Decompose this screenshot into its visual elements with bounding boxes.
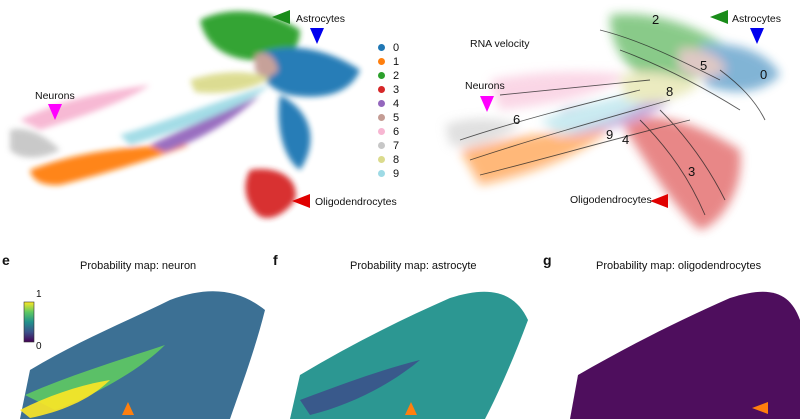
astrocytes-marker-a [272,10,290,24]
neurons-marker-b [480,96,494,112]
probability-map-oligodendrocytes [570,291,800,419]
label-astrocytes-b: Astrocytes [732,13,782,25]
cluster-0-region [255,47,360,97]
label-rna-velocity: RNA velocity [470,38,530,50]
legend-dot [378,57,385,65]
legend-item: 7 [378,140,399,153]
legend-dot [378,169,385,177]
legend-item: 5 [378,112,399,125]
label-neurons-a: Neurons [35,90,75,102]
oligodendrocytes-marker-a [292,194,310,208]
label-astrocytes-a: Astrocytes [296,13,346,25]
cluster-number-8: 8 [666,84,674,99]
legend-item: 6 [378,126,399,139]
legend-dot [378,127,385,135]
legend-item: 2 [378,70,399,83]
cluster-6-region [20,85,150,130]
cluster-number-4: 4 [622,132,630,147]
colorbar [23,301,35,343]
cluster-number-3: 3 [688,164,696,179]
probability-map-astrocyte [290,291,528,419]
legend-dot [378,141,385,149]
legend-item: 4 [378,98,399,111]
legend-dot [378,99,385,107]
legend-item: 9 [378,168,399,181]
cluster-8-region [190,72,270,94]
cluster-1-region [30,145,190,186]
legend-item: 0 [378,42,399,55]
cluster-number-9: 9 [606,127,614,142]
cluster-number-6: 6 [513,112,521,127]
panel-title-f: Probability map: astrocyte [350,260,477,272]
legend-dot [378,155,385,163]
cluster-3-region [245,169,296,219]
cluster-7-region [10,129,60,158]
astrocytes-marker-b [710,10,728,24]
oligodendrocytes-marker-b [650,194,668,208]
panel-title-e: Probability map: neuron [80,260,197,272]
label-oligodendrocytes-a: Oligodendrocytes [315,196,397,208]
colorbar-min-label: 0 [36,341,42,352]
panel-letter-f: f [273,252,278,268]
colorbar-max-label: 1 [36,289,42,300]
legend-dot [378,85,385,93]
label-oligodendrocytes-b: Oligodendrocytes [570,194,652,206]
cluster-2-region [200,11,300,62]
probability-marker-e [122,402,134,415]
legend-item: 3 [378,84,399,97]
legend-dot [378,71,385,79]
legend-item: 8 [378,154,399,167]
cluster-number-5: 5 [700,58,708,73]
panel-letter-g: g [543,252,552,268]
cluster-5-region [255,53,278,77]
cluster-number-0: 0 [760,67,768,82]
legend-dot [378,43,385,51]
panel-letter-e: e [2,252,10,268]
neurons-marker-a [48,104,62,120]
cluster-0-arm [278,95,311,170]
cluster-9-region [120,85,270,145]
astrocytes-blue-marker-a [310,28,324,44]
legend-dot [378,113,385,121]
probability-marker-f [405,402,417,415]
cluster-number-2: 2 [652,12,660,27]
probability-map-neuron [20,291,265,419]
legend-item: 1 [378,56,399,69]
velocity-streamlines [459,29,766,216]
probability-marker-g [752,402,768,414]
astrocytes-blue-marker-b [750,28,764,44]
label-neurons-b: Neurons [465,80,505,92]
cluster-4-region [150,95,260,152]
panel-title-g: Probability map: oligodendrocytes [596,260,762,272]
